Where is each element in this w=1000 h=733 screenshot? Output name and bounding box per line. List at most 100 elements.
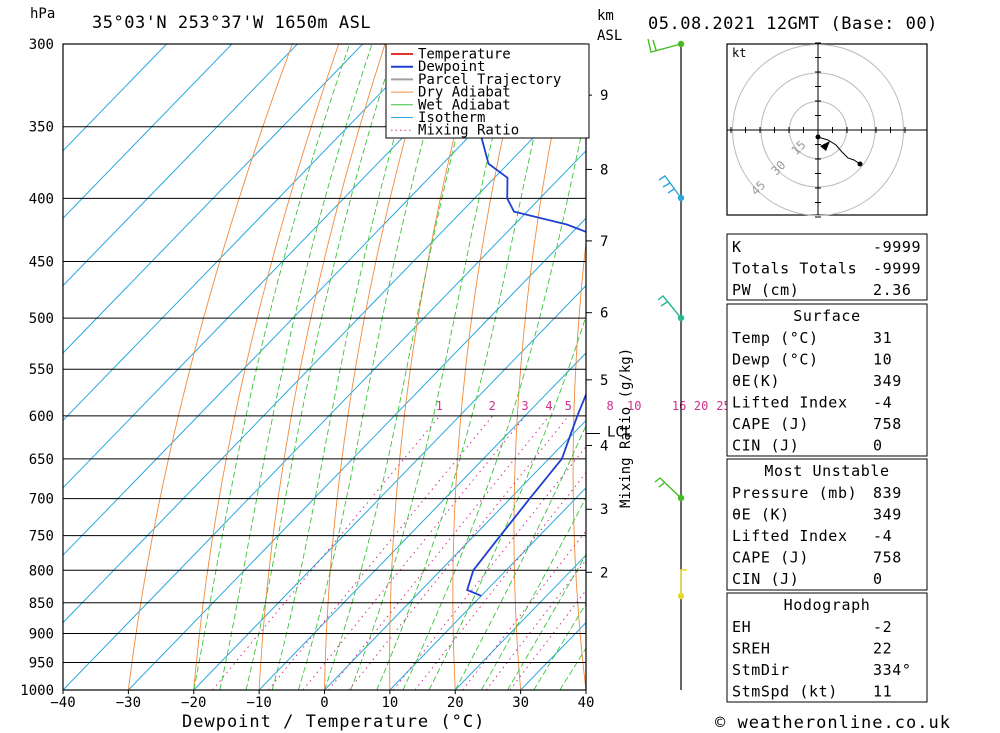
surface-row-label: Dewp (°C) <box>732 351 819 369</box>
isotherm-line <box>63 44 167 152</box>
most-unstable-row-label: θE (K) <box>732 506 790 524</box>
pressure-tick-label: 450 <box>29 255 54 271</box>
hodograph-row-label: SREH <box>732 640 771 658</box>
pressure-tick-label: 800 <box>29 563 54 579</box>
hodograph-end-dot <box>857 161 863 167</box>
wind-barb-300 <box>647 38 685 53</box>
dry-adiabat-line <box>193 44 340 690</box>
km-label: km <box>597 8 614 24</box>
hpa-label: hPa <box>30 6 55 22</box>
legend-label: Temperature <box>418 47 511 63</box>
most-unstable-row-label: CAPE (J) <box>732 549 809 567</box>
dry-adiabat-line <box>686 35 717 690</box>
isotherm-line <box>389 487 586 690</box>
x-tick-label: −30 <box>116 695 141 711</box>
dry-adiabat-line <box>452 44 525 690</box>
most-unstable-row-value: -4 <box>873 527 892 545</box>
dewpoint-line <box>466 44 586 597</box>
x-tick-label: 40 <box>578 695 595 711</box>
most-unstable-title: Most Unstable <box>764 462 889 480</box>
surface-title: Surface <box>793 307 860 325</box>
pressure-tick-label: 350 <box>29 120 54 136</box>
km-tick-label: 4 <box>600 438 608 454</box>
x-tick-label: −20 <box>181 695 206 711</box>
asl-label: ASL <box>597 28 622 44</box>
index-row-label: K <box>732 238 742 256</box>
pressure-tick-label: 400 <box>29 191 54 207</box>
wet-adiabat-line <box>507 553 586 690</box>
surface-row-value: 0 <box>873 437 883 455</box>
km-tick-label: 8 <box>600 162 608 178</box>
wind-profile <box>647 38 687 690</box>
km-tick-label: 3 <box>600 502 608 518</box>
plot-frame <box>62 43 587 691</box>
dry-adiabat-line <box>988 35 1000 690</box>
wet-adiabat-line <box>454 424 586 690</box>
most-unstable-row-value: 758 <box>873 549 902 567</box>
hodograph-trace <box>817 136 861 165</box>
wind-barb-839 <box>677 569 687 600</box>
pressure-tick-label: 750 <box>29 529 54 545</box>
isotherm-line <box>63 44 364 354</box>
isotherm-line <box>63 44 298 287</box>
hodograph-row-label: StmDir <box>732 661 790 679</box>
km-tick-label: 5 <box>600 373 608 389</box>
mixing-ratio-label: 5 <box>565 399 572 413</box>
km-tick-label: 7 <box>600 234 608 250</box>
mixing-ratio-label: 8 <box>606 399 613 413</box>
isotherm-line <box>454 554 586 690</box>
hodograph-row-value: -2 <box>873 618 892 636</box>
x-tick-label: 20 <box>447 695 464 711</box>
isotherm-line <box>258 352 586 690</box>
mixing-ratio-label: 10 <box>627 399 641 413</box>
wet-adiabat-line <box>193 44 351 690</box>
pressure-tick-label: 850 <box>29 596 54 612</box>
lcl-label: LCL <box>607 425 632 441</box>
hodograph-row-value: 22 <box>873 640 892 658</box>
hodograph-row-label: EH <box>732 618 751 636</box>
isotherm-line <box>324 419 586 690</box>
pressure-tick-label: 500 <box>29 311 54 327</box>
wind-barb-500 <box>657 295 685 322</box>
pressure-tick-label: 900 <box>29 626 54 642</box>
mixing-ratio-label: 16 <box>672 399 686 413</box>
legend-label: Isotherm <box>418 110 485 126</box>
wet-adiabat-line <box>402 111 586 690</box>
isotherm-line <box>63 44 429 422</box>
isotherm-line <box>63 44 233 219</box>
surface-row-value: 31 <box>873 329 892 347</box>
legend-label: Mixing Ratio <box>418 123 519 139</box>
datetime-title: 05.08.2021 12GMT (Base: 00) <box>648 14 938 34</box>
isotherm-line <box>128 217 586 690</box>
most-unstable-row-label: Pressure (mb) <box>732 484 857 502</box>
index-row-value: 2.36 <box>873 281 912 299</box>
legend-label: Wet Adiabat <box>418 97 511 113</box>
km-tick-label: 6 <box>600 306 608 322</box>
storm-motion-arrow <box>820 141 830 151</box>
mixing-ratio-label: 4 <box>545 399 552 413</box>
hodograph-start-dot <box>815 134 821 140</box>
mixing-ratio-line <box>328 415 550 690</box>
x-tick-label: −10 <box>246 695 271 711</box>
indices-tables: K -9999 Totals Totals -9999 PW (cm) 2.36 Surfa… <box>726 233 928 703</box>
hodograph-row-value: 11 <box>873 683 892 701</box>
surface-row-value: -4 <box>873 394 892 412</box>
mixing-ratio-line <box>509 589 586 690</box>
x-tick-label: −40 <box>50 695 75 711</box>
hodograph-row-value: 334° <box>873 661 912 679</box>
pressure-tick-label: 1000 <box>20 683 54 699</box>
mixing-ratio-label: 1 <box>436 399 443 413</box>
dry-adiabat-line <box>572 238 586 690</box>
most-unstable-row-value: 349 <box>873 506 902 524</box>
dry-adiabat-line <box>941 35 1000 690</box>
dry-adiabat-line <box>630 35 664 690</box>
wind-barb-390 <box>658 175 685 202</box>
isotherm-line <box>63 150 586 690</box>
km-tick-label: 2 <box>600 565 608 581</box>
pressure-tick-label: 300 <box>29 37 54 53</box>
hodograph-row-label: StmSpd (kt) <box>732 683 838 701</box>
mixing-ratio-label: 2 <box>489 399 496 413</box>
